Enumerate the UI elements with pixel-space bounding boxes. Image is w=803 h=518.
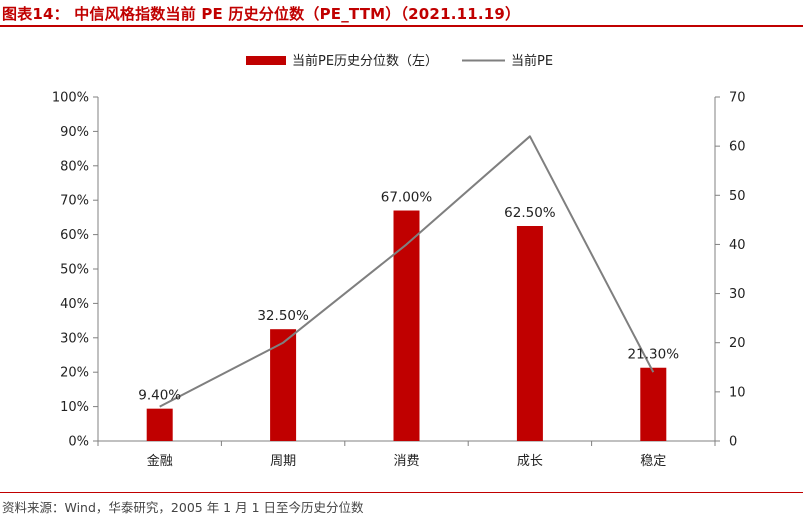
x-tick-label: 稳定 [640,453,666,469]
y-left-tick-label: 70% [60,194,89,209]
bar-data-label: 67.00% [381,190,433,206]
title-bar: 图表14： 中信风格指数当前 PE 历史分位数（PE_TTM）（2021.11.… [0,0,803,27]
y-right-tick-label: 40 [729,238,746,253]
bar-data-label: 62.50% [504,205,556,221]
chart-title: 图表14： 中信风格指数当前 PE 历史分位数（PE_TTM）（2021.11.… [2,5,521,23]
bar-data-label: 9.40% [138,388,181,404]
y-left-tick-label: 10% [60,400,89,415]
y-right-tick-label: 50 [729,189,746,204]
bar-data-label: 21.30% [628,347,680,363]
y-left-tick-label: 20% [60,366,89,381]
y-left-tick-label: 40% [60,297,89,312]
bar [393,210,420,441]
legend: 当前PE历史分位数（左） 当前PE [246,53,553,69]
y-left-tick-label: 90% [60,125,89,140]
y-right-tick-label: 70 [729,91,746,106]
y-left-tick-label: 60% [60,228,89,243]
y-right-tick-label: 60 [729,140,746,155]
y-left-tick-label: 80% [60,159,89,174]
x-tick-label: 消费 [393,454,419,469]
x-tick-label: 金融 [147,453,173,469]
y-left-tick-label: 50% [60,263,89,278]
y-right-tick-label: 0 [729,435,737,450]
legend-bar-swatch [246,56,286,65]
source-note: 资料来源：Wind，华泰研究，2005 年 1 月 1 日至今历史分位数 [2,500,364,515]
y-left-tick-label: 100% [52,91,89,106]
title-divider [0,25,803,27]
y-left-tick-label: 0% [68,435,89,450]
y-right-tick-label: 10 [729,385,746,400]
data-labels: 9.40% 32.50% 67.00% 62.50% 21.30% [138,190,679,404]
legend-bar-label: 当前PE历史分位数（左） [292,53,438,69]
chart-canvas: 当前PE历史分位数（左） 当前PE 0% 10% 20% 30% 40% 50% 60% 70%… [52,53,746,470]
x-tick-label: 成长 [517,454,543,469]
axes: 0% 10% 20% 30% 40% 50% 60% 70% 80% 90% 100% 0 10 20 30… [52,91,746,470]
line-series [159,135,655,408]
source-divider [0,492,803,493]
x-tick-label: 周期 [270,454,296,469]
bar [146,408,173,441]
y-left-tick-label: 30% [60,331,89,346]
y-right-tick-label: 30 [729,287,746,302]
bar [516,226,543,441]
bar [640,367,667,441]
y-right-tick-label: 20 [729,336,746,351]
bar-series [146,210,667,441]
bar [270,329,297,441]
legend-line-label: 当前PE [511,53,553,69]
bar-data-label: 32.50% [257,308,309,324]
